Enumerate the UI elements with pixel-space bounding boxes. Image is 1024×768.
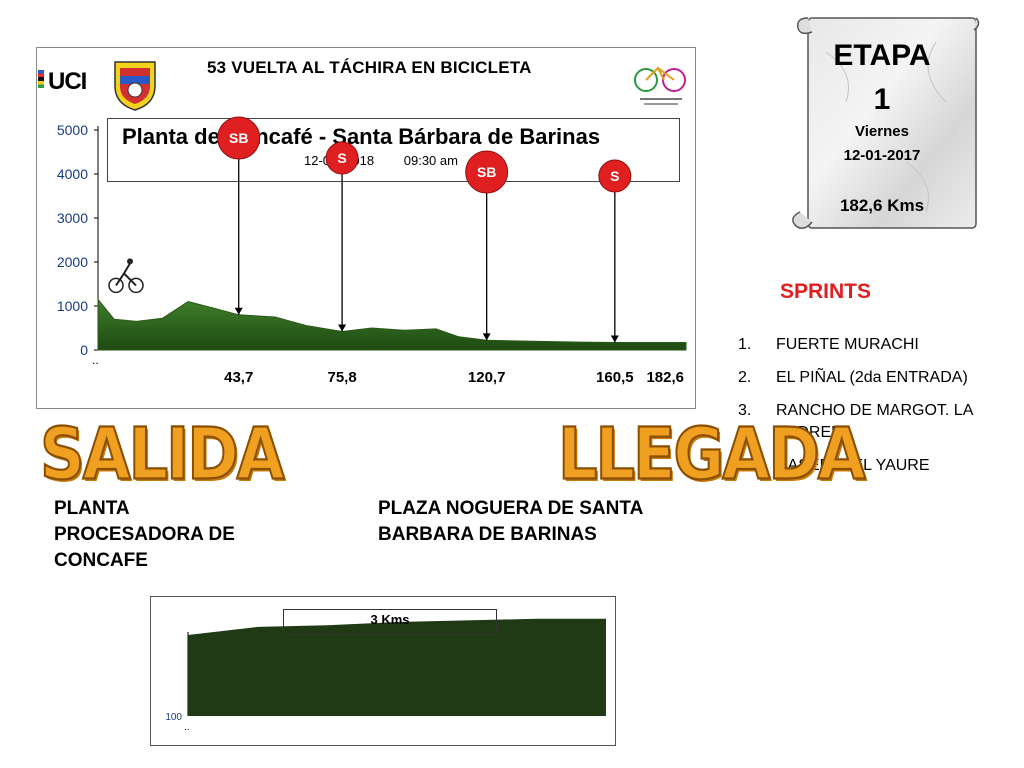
final-kms-chart: 100.. [165, 618, 606, 733]
y-tick-label: 5000 [57, 122, 88, 138]
sprint-name: RANCHO DE MARGOT. LA PEDRERA [776, 402, 973, 441]
sprint-marker-label: SB [229, 130, 248, 146]
uci-stripes-logo [38, 70, 44, 88]
federation-shield-icon [114, 61, 156, 111]
stage-card-date: 12-01-2017 [843, 147, 921, 164]
marker-arrow [338, 324, 347, 332]
finish-heading: LLEGADA [557, 411, 867, 497]
sprint-marker-label: S [610, 168, 619, 184]
sprint-number: 4. [738, 457, 752, 474]
sprint-item: 2. EL PIÑAL (2da ENTRADA) [738, 367, 1008, 389]
stage-card-label: ETAPA [833, 39, 931, 72]
final-origin-label: .. [184, 722, 190, 733]
sprint-name: EL PIÑAL (2da ENTRADA) [776, 369, 968, 386]
uci-logo-text: UCI [48, 68, 87, 95]
sprint-marker [598, 159, 632, 193]
sprint-name: FUERTE MURACHI [776, 336, 919, 353]
stage-card-distance: 182,6 Kms [839, 196, 925, 215]
stage-time: 09:30 am [403, 153, 458, 168]
start-location: PLANTA PROCESADORA DE CONCAFE [54, 498, 235, 571]
sprint-marker [465, 150, 509, 194]
sprint-item: 3. RANCHO DE MARGOT. LA PEDRERA [738, 400, 1008, 444]
y-tick-label: 3000 [57, 210, 88, 226]
marker-arrow [482, 333, 491, 341]
final-elevation-area [188, 618, 606, 716]
sprint-marker [217, 116, 261, 160]
stage-route-title: Planta de Concafé - Santa Bárbara de Bar… [122, 124, 601, 149]
x-tick-label: 160,5 [596, 369, 634, 386]
race-title: 53 VUELTA AL TÁCHIRA EN BICICLETA [207, 58, 532, 77]
x-tick-label: 120,7 [468, 369, 506, 386]
stage-info-box [107, 118, 680, 182]
sprint-number: 1. [738, 336, 752, 353]
sprints-list: 1. FUERTE MURACHI 2. EL PIÑAL (2da ENTRADA… [738, 334, 1008, 488]
finish-location: PLAZA NOGUERA DE SANTA BARBARA DE BARINA… [378, 498, 643, 545]
stage-card-day: Viernes [855, 123, 909, 140]
cycling-association-logo-icon [634, 66, 686, 105]
y-tick-label: 1000 [57, 298, 88, 314]
start-heading: SALIDA [39, 411, 286, 497]
x-tick-label: 75,8 [327, 369, 356, 386]
marker-arrow [234, 307, 243, 315]
origin-label: .. [92, 353, 99, 367]
sprint-item: 1. FUERTE MURACHI [738, 334, 1008, 356]
sprint-marker-label: SB [477, 164, 496, 180]
y-tick-label: 2000 [57, 254, 88, 270]
sprint-number: 3. [738, 402, 752, 419]
x-tick-label: 43,7 [224, 369, 253, 386]
cyclist-icon [108, 258, 144, 294]
sprint-name: CASERIO EL YAURE [776, 457, 930, 474]
y-tick-label: 0 [80, 342, 88, 358]
x-end-label: 182,6 [646, 369, 684, 386]
sprint-marker [325, 141, 359, 175]
uci-logo: UCI [38, 68, 87, 96]
sprint-item: 4. CASERIO EL YAURE [738, 455, 1008, 477]
stage-card-scroll [792, 17, 980, 229]
stage-card-number: 1 [873, 83, 891, 116]
sprint-number: 2. [738, 369, 752, 386]
marker-arrow [610, 335, 619, 343]
elevation-area [97, 297, 687, 351]
final-kms-title: 3 Kms [283, 609, 497, 635]
sprints-title: SPRINTS [780, 280, 872, 303]
y-tick-label: 4000 [57, 166, 88, 182]
elevation-profile-chart: 0 1000 2000 3000 4000 5000.. SB 43,7 S 75,8 SB 120,… [57, 116, 687, 386]
final-y-tick-label: 100 [165, 712, 182, 723]
sprint-marker-label: S [337, 150, 346, 166]
